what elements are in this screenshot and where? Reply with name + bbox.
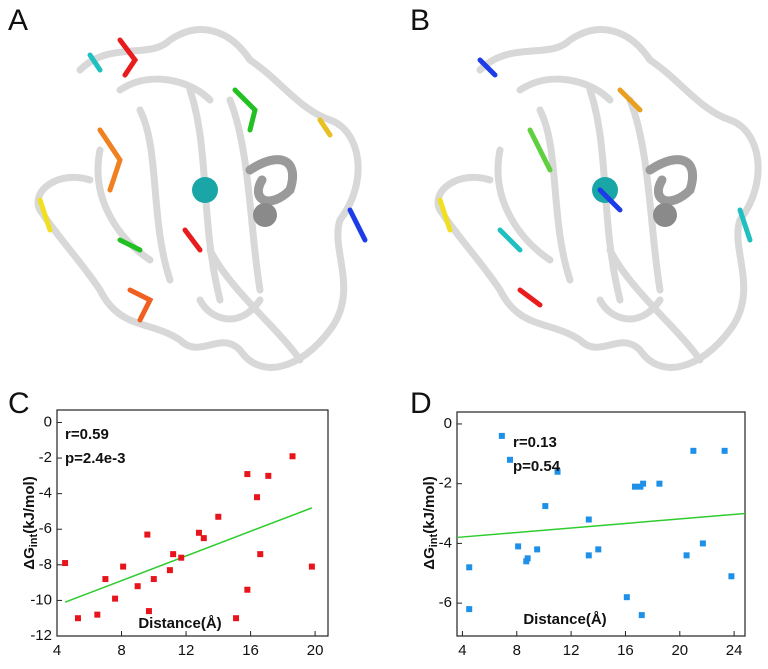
protein-structure: [38, 30, 358, 368]
annotation: p=0.54: [513, 458, 561, 475]
protein-structure: [438, 30, 758, 368]
data-point: [254, 494, 261, 501]
x-axis-label: Distance(Å): [523, 611, 606, 628]
panel-label: C: [8, 387, 30, 420]
data-point: [144, 531, 151, 538]
y-tick-label: 0: [44, 413, 52, 430]
data-point: [640, 480, 647, 487]
data-point: [585, 552, 592, 559]
y-tick-label: -10: [30, 591, 52, 608]
data-point: [244, 471, 251, 478]
data-point: [289, 453, 296, 460]
x-tick-label: 12: [563, 642, 580, 659]
y-axis-label: ΔGint(kJ/mol): [421, 476, 440, 569]
data-point: [542, 503, 549, 510]
data-point: [178, 554, 185, 561]
data-point: [623, 594, 630, 601]
data-point: [244, 586, 251, 593]
x-tick-label: 12: [178, 642, 195, 659]
x-tick-label: 20: [671, 642, 688, 659]
y-tick-label: -2: [439, 475, 452, 492]
data-point: [498, 432, 505, 439]
y-axis-label-part: int: [428, 533, 440, 547]
x-tick-label: 20: [307, 642, 324, 659]
data-point: [631, 483, 638, 490]
x-tick-label: 4: [53, 642, 61, 659]
data-point: [515, 543, 522, 550]
data-point: [200, 535, 207, 542]
y-tick-label: -2: [39, 449, 52, 466]
data-point: [466, 564, 473, 571]
data-point: [134, 583, 141, 590]
y-tick-label: -12: [30, 627, 52, 644]
data-point: [195, 529, 202, 536]
annotation: r=0.13: [513, 434, 557, 451]
fit-line: [456, 512, 746, 539]
x-tick-label: 4: [458, 642, 466, 659]
data-point: [308, 563, 315, 570]
data-point: [74, 615, 81, 622]
data-point: [638, 612, 645, 619]
y-axis-label: ΔGint(kJ/mol): [21, 476, 40, 569]
data-point: [690, 447, 697, 454]
y-axis-label-part: int: [28, 533, 40, 547]
y-axis-label-part: (kJ/mol): [21, 476, 38, 534]
data-point: [721, 447, 728, 454]
data-point: [150, 576, 157, 583]
data-point: [62, 560, 69, 567]
data-point: [215, 513, 222, 520]
data-point: [554, 468, 561, 475]
data-point: [233, 615, 240, 622]
data-point: [112, 595, 119, 602]
data-point: [102, 576, 109, 583]
data-point: [94, 611, 101, 618]
data-point: [166, 567, 173, 574]
data-point: [120, 563, 127, 570]
data-point: [145, 608, 152, 615]
annotation: p=2.4e-3: [65, 450, 125, 467]
data-point: [257, 551, 264, 558]
panel-label: B: [410, 4, 430, 37]
data-point: [524, 555, 531, 562]
y-tick-label: -4: [39, 485, 52, 502]
x-axis-label: Distance(Å): [138, 615, 221, 632]
data-point: [506, 456, 513, 463]
annotation: r=0.59: [65, 426, 109, 443]
data-point: [265, 472, 272, 479]
x-tick-label: 8: [117, 642, 125, 659]
data-point: [683, 552, 690, 559]
data-point: [170, 551, 177, 558]
data-point: [728, 573, 735, 580]
plot-frame: [56, 409, 329, 637]
x-tick-label: 16: [617, 642, 634, 659]
data-point: [585, 516, 592, 523]
x-tick-label: 24: [726, 642, 743, 659]
fit-line: [64, 507, 313, 603]
y-tick-label: -4: [439, 534, 452, 551]
panel-label: D: [410, 387, 432, 420]
y-tick-label: 0: [444, 415, 452, 432]
data-point: [466, 606, 473, 613]
plot-frame: [456, 411, 746, 637]
y-tick-label: -6: [39, 520, 52, 537]
x-tick-label: 16: [242, 642, 259, 659]
y-axis-label-part: (kJ/mol): [421, 476, 438, 534]
y-axis-label-part: ΔG: [421, 547, 438, 569]
y-tick-label: -6: [439, 594, 452, 611]
panel-label: A: [8, 4, 28, 37]
data-point: [534, 546, 541, 553]
data-point: [656, 480, 663, 487]
side-chains: [37, 37, 753, 323]
data-point: [699, 540, 706, 547]
y-axis-label-part: ΔG: [21, 547, 38, 569]
x-tick-label: 8: [513, 642, 521, 659]
y-tick-label: -8: [39, 556, 52, 573]
data-point: [595, 546, 602, 553]
